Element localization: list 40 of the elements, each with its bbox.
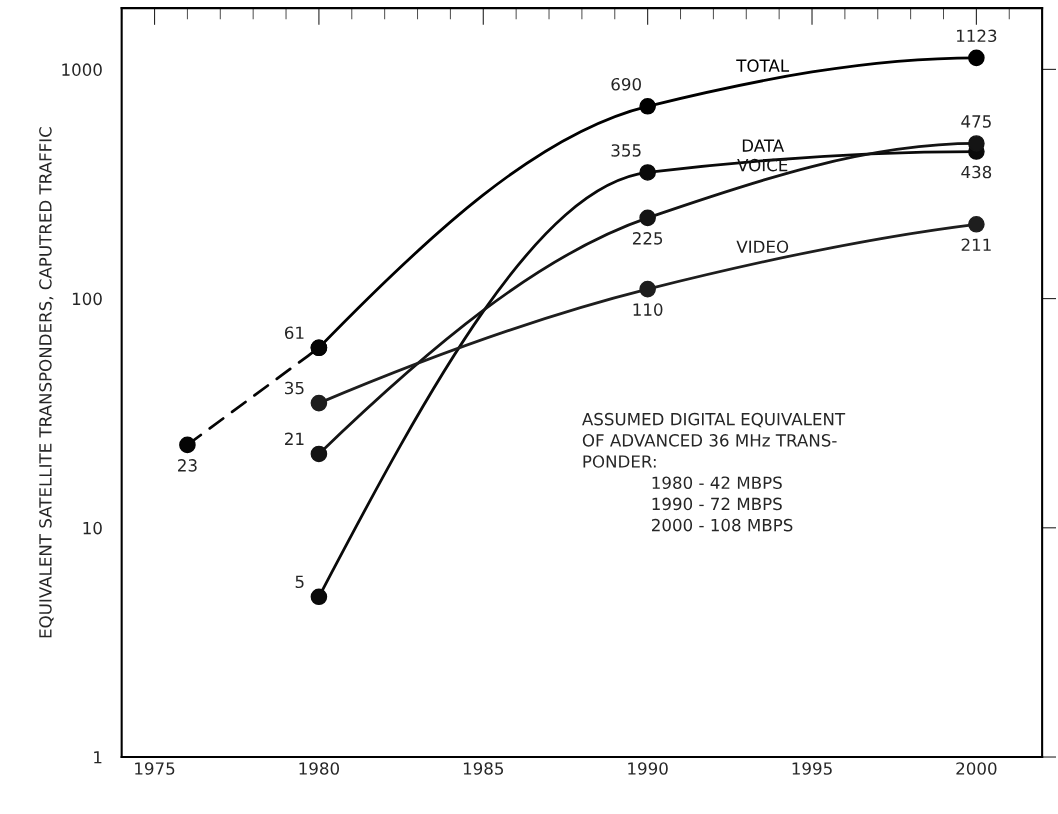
y-tick-label: 10	[83, 521, 102, 535]
point	[310, 394, 328, 412]
data-label: 690	[611, 77, 641, 91]
data-label: 475	[961, 115, 991, 128]
data-label: 61	[284, 326, 304, 340]
data-label: 225	[632, 232, 663, 245]
data-label: 1123	[957, 29, 997, 43]
point	[310, 445, 328, 463]
series-label: VIDEO	[736, 240, 789, 254]
data-label: 438	[961, 165, 992, 179]
annotation: ASSUMED DIGITAL EQUIVALENT OF ADVANCED 36 MHz TRANS- PONDER: 1980 - 42 MBPS 1990 - 72 MBPS 2000 - 108 MBPS	[582, 412, 846, 532]
data-label: 110	[633, 303, 663, 316]
data-label: 211	[961, 238, 991, 251]
point	[639, 164, 656, 181]
x-tick-label: 1985	[463, 762, 504, 775]
point	[968, 49, 985, 67]
x-tick-label: 2000	[956, 762, 997, 775]
series-label: VOICE	[737, 158, 788, 172]
x-tick-label: 1980	[299, 762, 340, 775]
y-tick-label: 1000	[62, 63, 102, 76]
y-axis-title: EQUIVALENT SATELLITE TRANSPONDERS, CAPUTRED TRAFFIC	[39, 127, 54, 638]
data-label: 5	[295, 575, 304, 589]
y-tick-label: 100	[72, 292, 102, 306]
point	[639, 209, 656, 227]
point	[639, 280, 656, 298]
y-tick-label: 1	[94, 751, 102, 764]
x-tick-label: 1975	[135, 762, 175, 775]
point	[639, 98, 656, 115]
series-label: TOTAL	[736, 59, 790, 72]
x-tick-label: 1990	[628, 762, 668, 775]
x-tick-label: 1995	[792, 762, 832, 775]
data-label: 21	[285, 432, 304, 445]
series-label: DATA	[742, 139, 785, 152]
data-label: 23	[178, 459, 197, 472]
point	[310, 588, 328, 606]
data-label: 355	[611, 144, 641, 157]
point	[179, 436, 196, 454]
data-label: 35	[285, 381, 304, 395]
point	[968, 215, 985, 233]
point	[968, 135, 985, 152]
